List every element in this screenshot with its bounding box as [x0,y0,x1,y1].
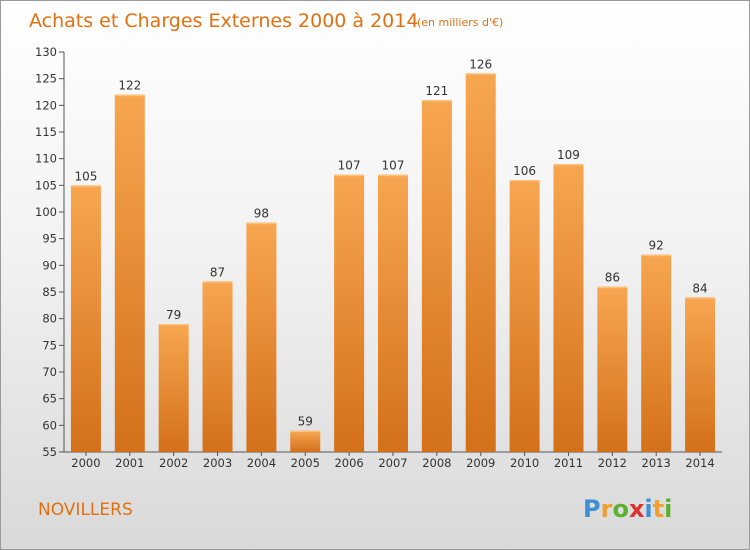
bar-highlight [378,174,408,177]
y-tick-label: 75 [42,338,57,352]
y-tick-label: 60 [42,418,57,432]
y-tick-label: 115 [35,125,57,139]
value-label: 98 [254,207,269,221]
x-tick-label: 2002 [159,456,188,470]
y-tick-label: 130 [35,45,57,59]
value-label: 59 [298,415,313,429]
x-tick-label: 2010 [510,456,539,470]
bar-2014 [685,297,716,452]
bar-2006 [334,174,365,452]
value-label: 109 [557,148,580,162]
y-tick-label: 80 [42,312,57,326]
x-tick-label: 2000 [71,456,100,470]
chart-subtitle: (en milliers d'€) [417,16,503,29]
bar-2013 [641,254,672,452]
value-label: 122 [118,79,141,93]
bar-2007 [378,174,408,452]
bar-2004 [246,222,277,452]
value-label: 107 [382,159,405,173]
value-label: 121 [425,84,448,98]
bar-highlight [202,281,233,283]
bar-2001 [114,94,145,453]
bar-2002 [158,324,189,452]
x-tick-label: 2003 [203,456,232,470]
bar-2005 [290,430,321,452]
x-tick-label: 2007 [378,456,407,470]
value-label: 87 [210,265,225,279]
y-tick-label: 65 [42,392,57,406]
logo-letter: r [601,495,613,523]
y-tick-label: 105 [35,178,57,192]
logo-letter: t [653,495,664,523]
y-tick-label: 110 [35,152,57,166]
value-label: 105 [74,169,97,183]
x-tick-label: 2005 [291,456,320,470]
logo-letter: x [629,495,645,523]
bar-series [70,73,716,453]
value-label: 84 [692,281,707,295]
bar-highlight [114,94,145,97]
y-tick-label: 90 [42,258,57,272]
value-label: 126 [469,57,492,71]
bar-highlight [597,286,628,289]
bar-highlight [509,180,540,182]
y-tick-label: 120 [35,98,57,112]
bar-highlight [70,185,101,187]
y-tick-label: 95 [42,232,57,246]
x-tick-label: 2011 [554,456,583,470]
value-label: 92 [649,239,664,253]
bar-highlight [685,297,716,299]
value-label: 79 [166,308,181,322]
y-tick-label: 85 [42,285,57,299]
value-label: 86 [605,271,620,285]
logo-letter: i [664,495,672,523]
x-tick-label: 2014 [685,456,714,470]
bar-highlight [158,324,189,326]
x-axis: 2000 2001 2002 2003 2004 2005 2006 2007 2008 2009… [64,451,722,470]
logo-letter: o [612,495,629,523]
bar-2011 [553,164,584,452]
x-tick-label: 2013 [642,456,671,470]
y-tick-label: 70 [42,365,57,379]
bar-2009 [465,73,496,452]
bar-2012 [597,286,628,452]
x-tick-label: 2004 [247,456,276,470]
bar-2008 [421,100,452,452]
bar-highlight [290,430,321,433]
proxiti-logo: Proxiti [583,495,672,523]
x-tick-label: 2006 [334,456,363,470]
y-tick-label: 100 [35,205,57,219]
x-tick-label: 2001 [115,456,144,470]
bar-2000 [70,185,101,453]
value-label: 107 [338,159,361,173]
bar-2010 [509,180,540,452]
x-tick-label: 2008 [422,456,451,470]
chart-title: Achats et Charges Externes 2000 à 2014 [29,10,418,32]
y-tick-label: 55 [42,445,57,459]
y-axis: 55 60 65 70 75 80 85 90 95 100 105 110 115 120 125 130 [35,45,65,459]
bar-highlight [334,174,365,177]
value-label: 106 [513,164,536,178]
bar-highlight [465,73,496,75]
bar-highlight [246,222,277,225]
commune-name: NOVILLERS [38,500,133,520]
bar-highlight [421,100,452,102]
logo-letter: i [644,495,652,523]
logo-letter: P [583,495,601,523]
y-tick-label: 125 [35,72,57,86]
bar-highlight [553,164,584,166]
value-labels: 105 122 79 87 98 59 107 107 121 126 106 109 86 92 84 [74,57,707,428]
x-tick-label: 2009 [466,456,495,470]
bar-2003 [202,281,233,452]
bar-highlight [641,254,672,257]
x-tick-label: 2012 [598,456,627,470]
